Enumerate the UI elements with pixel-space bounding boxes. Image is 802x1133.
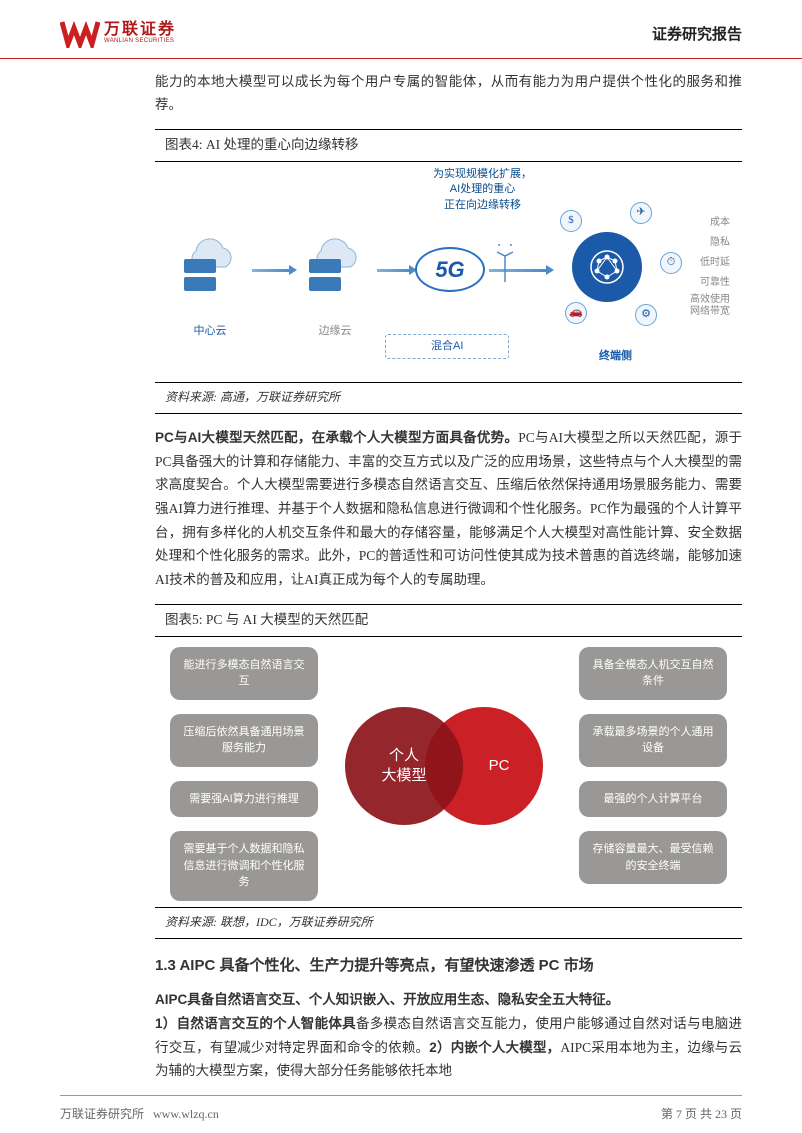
- benefit-reliability: 可靠性: [700, 274, 730, 291]
- para2-lead: PC与AI大模型天然匹配，在承载个人大模型方面具备优势。: [155, 430, 518, 445]
- figure-5-title: 图表5: PC 与 AI 大模型的天然匹配: [155, 605, 742, 637]
- intro-paragraph: 能力的本地大模型可以成长为每个用户专属的智能体，从而有能力为用户提供个性化的服务…: [155, 71, 742, 117]
- terminal-brain-node: [572, 232, 642, 302]
- para3-item2-bold: 2）内嵌个人大模型，: [429, 1040, 560, 1055]
- left-box-2: 压缩后依然具备通用场景服务能力: [170, 714, 318, 767]
- figure-5-container: 图表5: PC 与 AI 大模型的天然匹配 能进行多模态自然语言交互 压缩后依然…: [155, 604, 742, 939]
- benefit-cost: 成本: [710, 214, 730, 231]
- para3-item1-bold: 1）自然语言交互的个人智能体具: [155, 1016, 356, 1031]
- left-box-1: 能进行多模态自然语言交互: [170, 647, 318, 700]
- footer-page-number: 第 7 页 共 23 页: [661, 1105, 742, 1123]
- company-logo: 万联证券 WANLIAN SECURITIES: [60, 18, 176, 48]
- cost-icon: $: [560, 210, 582, 232]
- edge-cloud-node: 边缘云: [295, 237, 375, 341]
- footer-url: www.wlzq.cn: [153, 1107, 219, 1121]
- venn-diagram: PC 个人 大模型: [345, 702, 545, 832]
- brain-icon: [585, 245, 629, 289]
- figure-4-diagram: 为实现规模化扩展， AI处理的重心 正在向边缘转移 中心云 边缘云 5G: [155, 162, 742, 382]
- fig5-right-column: 具备全模态人机交互自然条件 承载最多场景的个人通用设备 最强的个人计算平台 存储…: [579, 647, 727, 899]
- benefit-bandwidth: 高效使用 网络带宽: [690, 294, 730, 318]
- footer-left: 万联证券研究所 www.wlzq.cn: [60, 1105, 219, 1123]
- antenna-icon: [495, 244, 515, 282]
- central-cloud-label: 中心云: [170, 322, 250, 341]
- footer-org: 万联证券研究所: [60, 1107, 144, 1121]
- latency-icon: ⏱: [660, 252, 682, 274]
- figure-4-container: 图表4: AI 处理的重心向边缘转移 为实现规模化扩展， AI处理的重心 正在向…: [155, 129, 742, 414]
- arrow-2-icon: [377, 269, 410, 272]
- figure-4-source: 资料来源: 高通，万联证券研究所: [155, 382, 742, 413]
- fig5-left-column: 能进行多模态自然语言交互 压缩后依然具备通用场景服务能力 需要强AI算力进行推理…: [170, 647, 318, 915]
- logo-text-en: WANLIAN SECURITIES: [104, 38, 176, 44]
- right-box-2: 承载最多场景的个人通用设备: [579, 714, 727, 767]
- page-header: 万联证券 WANLIAN SECURITIES 证券研究报告: [0, 0, 802, 59]
- central-cloud-node: 中心云: [170, 237, 250, 341]
- fig4-banner-text: 为实现规模化扩展， AI处理的重心 正在向边缘转移: [433, 167, 532, 213]
- terminal-label: 终端侧: [599, 347, 632, 366]
- figure-4-title: 图表4: AI 处理的重心向边缘转移: [155, 130, 742, 162]
- page-footer: 万联证券研究所 www.wlzq.cn 第 7 页 共 23 页: [0, 1095, 802, 1133]
- logo-text-cn: 万联证券: [104, 22, 176, 38]
- left-box-4: 需要基于个人数据和隐私信息进行微调和个性化服务: [170, 831, 318, 901]
- right-box-1: 具备全模态人机交互自然条件: [579, 647, 727, 700]
- paragraph-3: AIPC具备自然语言交互、个人知识嵌入、开放应用生态、隐私安全五大特征。 1）自…: [155, 988, 742, 1083]
- para3-lead: AIPC具备自然语言交互、个人知识嵌入、开放应用生态、隐私安全五大特征。: [155, 992, 619, 1007]
- reliability-icon: ⚙: [635, 304, 657, 326]
- right-box-4: 存储容量最大、最受信赖的安全终端: [579, 831, 727, 884]
- privacy-icon: ✈: [630, 202, 652, 224]
- arrow-1-icon: [252, 269, 290, 272]
- report-type-label: 证券研究报告: [652, 23, 742, 44]
- benefit-latency: 低时延: [700, 254, 730, 271]
- figure-5-diagram: 能进行多模态自然语言交互 压缩后依然具备通用场景服务能力 需要强AI算力进行推理…: [155, 637, 742, 907]
- right-box-3: 最强的个人计算平台: [579, 781, 727, 818]
- benefit-privacy: 隐私: [710, 234, 730, 251]
- page-content: 能力的本地大模型可以成长为每个用户专属的智能体，从而有能力为用户提供个性化的服务…: [0, 59, 802, 1083]
- section-1-3-heading: 1.3 AIPC 具备个性化、生产力提升等亮点，有望快速渗透 PC 市场: [155, 953, 742, 979]
- logo-w-icon: [60, 18, 100, 48]
- bandwidth-icon: 🚗: [565, 302, 587, 324]
- para2-body: PC与AI大模型之所以天然匹配，源于PC具备强大的计算和存储能力、丰富的交互方式…: [155, 430, 742, 587]
- paragraph-2: PC与AI大模型天然匹配，在承载个人大模型方面具备优势。PC与AI大模型之所以天…: [155, 426, 742, 591]
- left-box-3: 需要强AI算力进行推理: [170, 781, 318, 818]
- hybrid-ai-label: 混合AI: [385, 334, 509, 359]
- fiveg-badge: 5G: [415, 247, 485, 292]
- venn-model-circle: 个人 大模型: [345, 707, 463, 825]
- edge-cloud-label: 边缘云: [295, 322, 375, 341]
- document-page: 万联证券 WANLIAN SECURITIES 证券研究报告 能力的本地大模型可…: [0, 0, 802, 1133]
